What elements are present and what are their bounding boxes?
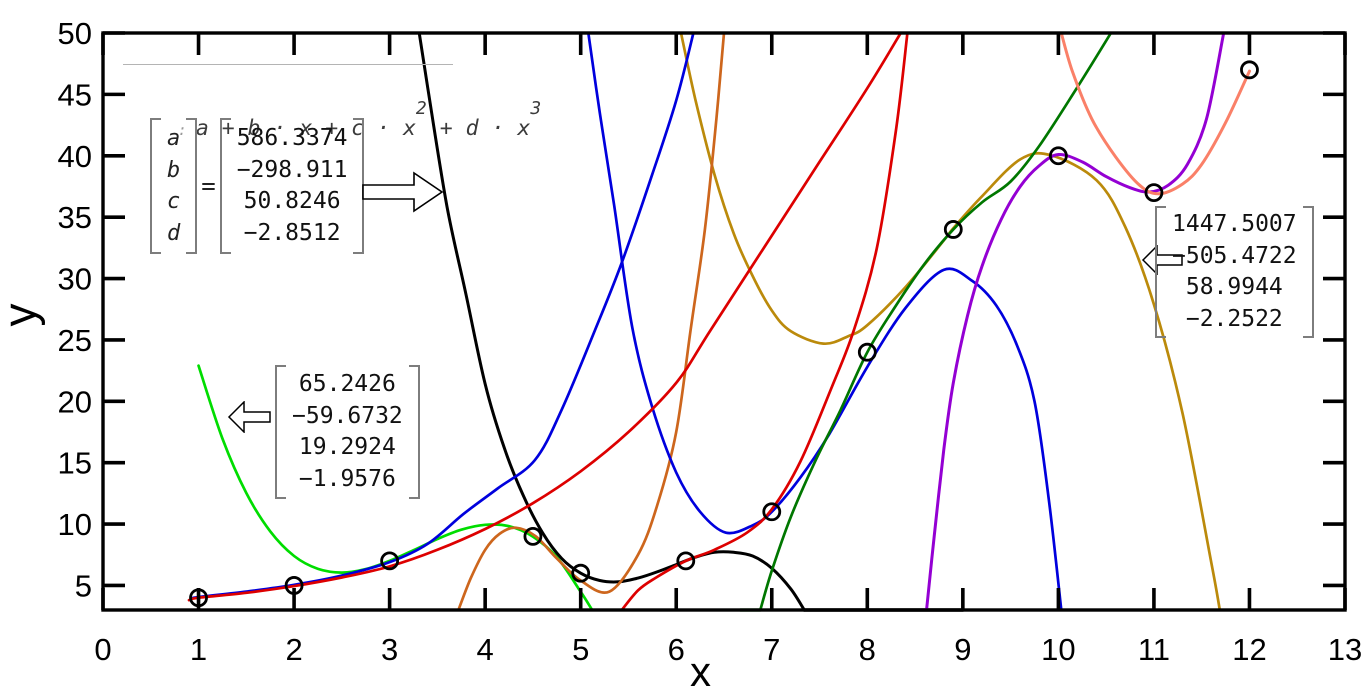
y-tick-label: 20 bbox=[58, 384, 92, 419]
curve-red-steep bbox=[620, 31, 909, 612]
coef-a: 1447.5007 bbox=[1172, 211, 1297, 237]
x-tick-label: 9 bbox=[954, 632, 971, 667]
y-tick-label: 50 bbox=[58, 16, 92, 51]
x-tick-label: 7 bbox=[763, 632, 780, 667]
x-tick-label: 11 bbox=[1138, 632, 1170, 667]
coef-d: −1.9576 bbox=[298, 465, 396, 492]
x-tick-label: 2 bbox=[285, 632, 302, 667]
coef-b: −298.911 bbox=[236, 156, 348, 183]
data-point bbox=[284, 576, 304, 595]
x-tick-label: 4 bbox=[477, 632, 494, 667]
bracket-right-icon bbox=[408, 365, 420, 499]
y-tick-label: 25 bbox=[58, 323, 92, 358]
formula-part2: + d · x bbox=[426, 116, 531, 142]
data-points-layer bbox=[189, 60, 1259, 608]
coef-matrix-goldenrod: 1447.5007 −505.4722 58.9944 −2.2522 bbox=[1155, 206, 1314, 338]
y-tick-label: 5 bbox=[75, 568, 92, 603]
value-column: 65.2426 −59.6732 19.2924 −1.9576 bbox=[286, 366, 409, 498]
x-axis-title: x bbox=[690, 648, 711, 695]
bracket-left-icon bbox=[275, 365, 286, 499]
x-tick-label: 8 bbox=[859, 632, 876, 667]
x-tick-label: 1 bbox=[190, 632, 207, 667]
curve-dark-goldenrod bbox=[679, 31, 1222, 612]
data-point bbox=[1240, 60, 1259, 80]
coef-c: 58.9944 bbox=[1185, 274, 1283, 300]
value-column: 586.3374 −298.911 50.8246 −2.8512 bbox=[231, 120, 354, 252]
x-tick-label: 6 bbox=[668, 632, 685, 667]
y-tick-label: 40 bbox=[58, 139, 92, 174]
coef-d: −2.2522 bbox=[1185, 305, 1283, 332]
x-tick-label: 13 bbox=[1328, 632, 1362, 667]
curve-dark-green bbox=[758, 31, 1113, 612]
x-tick-label: 10 bbox=[1041, 632, 1075, 667]
coef-c: 50.8246 bbox=[243, 188, 341, 214]
x-tick-label: 12 bbox=[1232, 632, 1266, 667]
x-tick-label: 3 bbox=[381, 632, 398, 667]
coef-matrix-green: 65.2426 −59.6732 19.2924 −1.9576 bbox=[275, 365, 420, 499]
formula-exponent-2: 2 bbox=[415, 98, 427, 119]
curve-salmon bbox=[1059, 31, 1251, 196]
data-point bbox=[676, 551, 696, 571]
x-tick-label: 0 bbox=[94, 632, 111, 667]
plot-frame bbox=[101, 31, 1347, 612]
var-column: a b c d bbox=[161, 120, 186, 252]
data-point bbox=[189, 588, 208, 608]
bracket-left-icon bbox=[1155, 206, 1166, 338]
data-point bbox=[857, 342, 877, 362]
fit-formula: : a + b · x + c · x2 + d · x3 bbox=[126, 86, 541, 166]
curve-lime-green bbox=[197, 364, 594, 612]
data-point bbox=[380, 551, 400, 571]
bracket-right-icon bbox=[186, 118, 198, 254]
var-c: c bbox=[167, 189, 181, 214]
ticks-layer bbox=[101, 31, 1347, 610]
data-point bbox=[571, 563, 591, 583]
arrow-left-icon bbox=[227, 400, 271, 438]
y-axis-title: y bbox=[0, 304, 47, 327]
data-point bbox=[943, 220, 963, 239]
formula-part1: a + b · x + c · x bbox=[195, 116, 416, 142]
var-d: d bbox=[167, 220, 181, 246]
curve-chocolate bbox=[457, 31, 726, 612]
coef-d: −2.8512 bbox=[243, 219, 341, 246]
x-tick-label: 5 bbox=[572, 632, 589, 667]
data-point bbox=[1144, 183, 1164, 202]
data-point bbox=[762, 502, 782, 522]
coef-matrix-black: a b c d = 586.3374 −298.911 50.8246 −2.8… bbox=[150, 118, 365, 254]
coef-a: 65.2426 bbox=[298, 371, 396, 397]
bracket-left-icon bbox=[219, 118, 231, 254]
data-point bbox=[1048, 146, 1068, 166]
curve-blue-right bbox=[586, 31, 1063, 612]
arrow-right-icon bbox=[362, 171, 444, 218]
coef-c: 19.2924 bbox=[298, 434, 396, 460]
value-column: 1447.5007 −505.4722 58.9944 −2.2522 bbox=[1166, 206, 1303, 338]
coef-a: 586.3374 bbox=[236, 125, 348, 151]
curve-red-long bbox=[187, 31, 903, 602]
bracket-right-icon bbox=[1302, 206, 1314, 338]
y-tick-label: 45 bbox=[58, 77, 92, 112]
y-tick-label: 35 bbox=[58, 200, 92, 235]
var-b: b bbox=[167, 157, 181, 183]
var-a: a bbox=[167, 126, 181, 151]
y-tick-label: 30 bbox=[58, 262, 92, 297]
equals-sign: = bbox=[201, 172, 216, 200]
divider-line bbox=[123, 64, 453, 65]
curves-layer bbox=[187, 31, 1251, 612]
bracket-left-icon bbox=[150, 118, 161, 254]
y-tick-label: 15 bbox=[58, 446, 92, 481]
data-point bbox=[523, 526, 543, 546]
y-tick-label: 10 bbox=[58, 507, 92, 542]
coef-b: −59.6732 bbox=[292, 402, 403, 429]
formula-colon: : bbox=[177, 121, 196, 140]
formula-exponent-3: 3 bbox=[530, 98, 542, 119]
curve-purple bbox=[925, 31, 1226, 612]
arrow-left-icon bbox=[1141, 244, 1183, 280]
curve-black bbox=[417, 31, 806, 612]
coef-b: −505.4722 bbox=[1172, 242, 1297, 269]
